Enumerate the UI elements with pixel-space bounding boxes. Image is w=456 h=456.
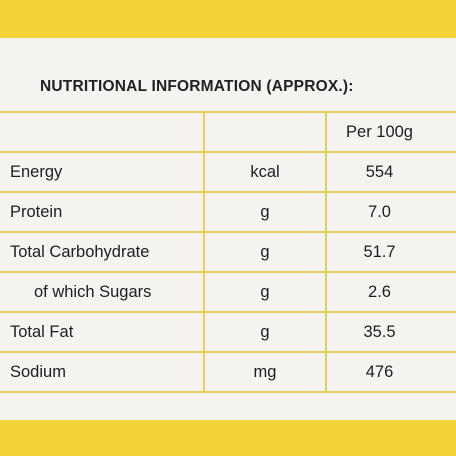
unit: g <box>203 271 327 313</box>
nutrient-name: Total Carbohydrate <box>0 231 205 273</box>
amount: 51.7 <box>325 231 456 273</box>
nutrient-name: Energy <box>0 151 205 193</box>
nutrient-name: Sodium <box>0 351 205 393</box>
nutrient-name: Total Fat <box>0 311 205 353</box>
amount: 2.6 <box>325 271 456 313</box>
label-title: NUTRITIONAL INFORMATION (APPROX.): <box>40 78 354 95</box>
nutrient-row: Protein g 7.0 <box>0 191 456 233</box>
unit: g <box>203 311 327 353</box>
amount: 7.0 <box>325 191 456 233</box>
unit: kcal <box>203 151 327 193</box>
nutrient-row: Sodium mg 476 <box>0 351 456 393</box>
amount: 35.5 <box>325 311 456 353</box>
amount: 476 <box>325 351 456 393</box>
nutrient-name: of which Sugars <box>0 271 205 313</box>
unit: g <box>203 231 327 273</box>
header-row: Per 100g <box>0 111 456 153</box>
unit: g <box>203 191 327 233</box>
header-cell <box>0 111 205 153</box>
nutrient-row: of which Sugars g 2.6 <box>0 271 456 313</box>
header-cell <box>203 111 327 153</box>
unit: mg <box>203 351 327 393</box>
nutrient-name: Protein <box>0 191 205 233</box>
label-panel: NUTRITIONAL INFORMATION (APPROX.): Per 1… <box>0 38 456 420</box>
nutrient-row: Total Carbohydrate g 51.7 <box>0 231 456 273</box>
nutrition-table: Per 100g Energy kcal 554 Protein g 7.0 Total C… <box>0 111 456 393</box>
nutrient-row: Energy kcal 554 <box>0 151 456 193</box>
amount: 554 <box>325 151 456 193</box>
table-body: Per 100g Energy kcal 554 Protein g 7.0 Total C… <box>0 111 456 393</box>
nutrient-row: Total Fat g 35.5 <box>0 311 456 353</box>
column-header: Per 100g <box>325 111 456 153</box>
